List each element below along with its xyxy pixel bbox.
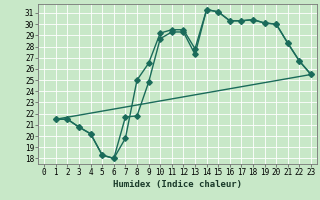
- X-axis label: Humidex (Indice chaleur): Humidex (Indice chaleur): [113, 180, 242, 189]
